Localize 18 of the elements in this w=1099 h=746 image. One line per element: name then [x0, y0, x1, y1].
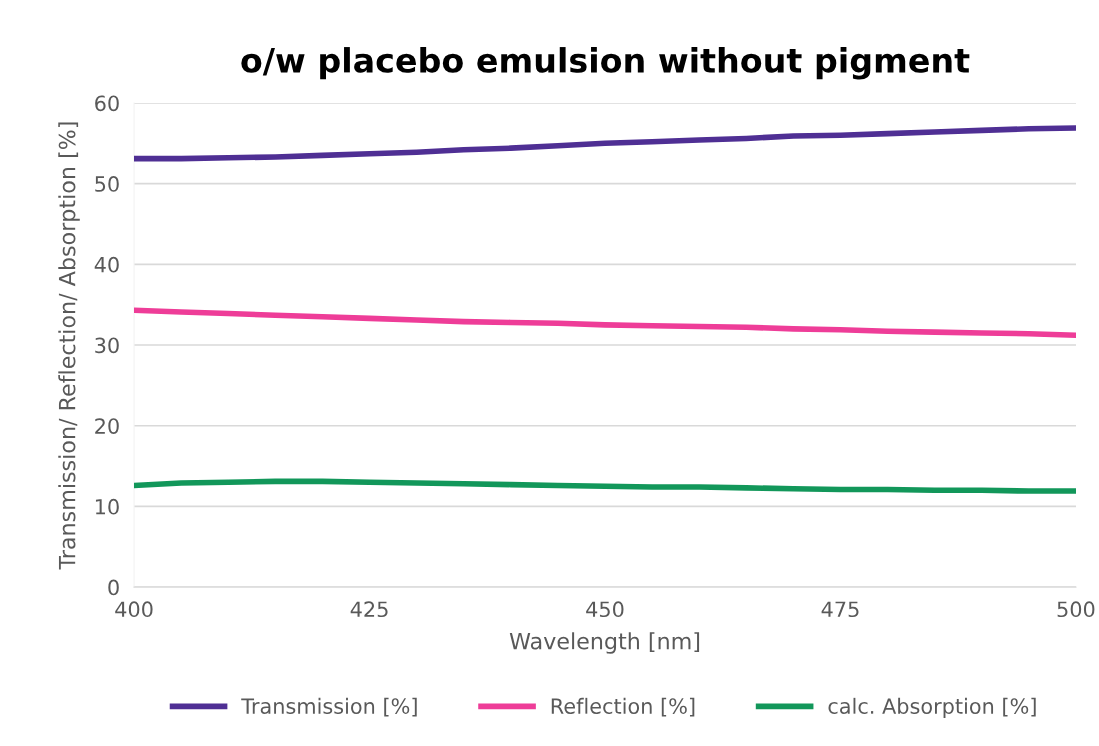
x-tick-label: 450 — [586, 601, 624, 618]
legend-label: calc. Absorption [%] — [828, 697, 1036, 718]
y-tick-label: 30 — [95, 337, 119, 354]
legend-label: Reflection [%] — [551, 697, 695, 717]
y-tick-label: 60 — [95, 95, 119, 112]
x-tick-label: 400 — [115, 601, 153, 618]
y-tick-label: 40 — [94, 256, 119, 273]
y-tick-label: 50 — [95, 176, 119, 192]
y-tick-label: 0 — [108, 579, 119, 596]
y-tick-label: 20 — [95, 418, 119, 434]
legend-label: Transmission [%] — [241, 697, 417, 717]
y-tick-label: 10 — [95, 498, 119, 515]
x-tick-label: 425 — [350, 601, 388, 618]
y-axis-title: Transmission/ Reflection/ Absorption [%] — [58, 122, 80, 570]
x-tick-label: 475 — [821, 601, 859, 618]
chart-title: o/w placebo emulsion without pigment — [241, 47, 970, 80]
x-axis-title: Wavelength [nm] — [509, 632, 700, 654]
x-tick-label: 500 — [1057, 601, 1095, 618]
